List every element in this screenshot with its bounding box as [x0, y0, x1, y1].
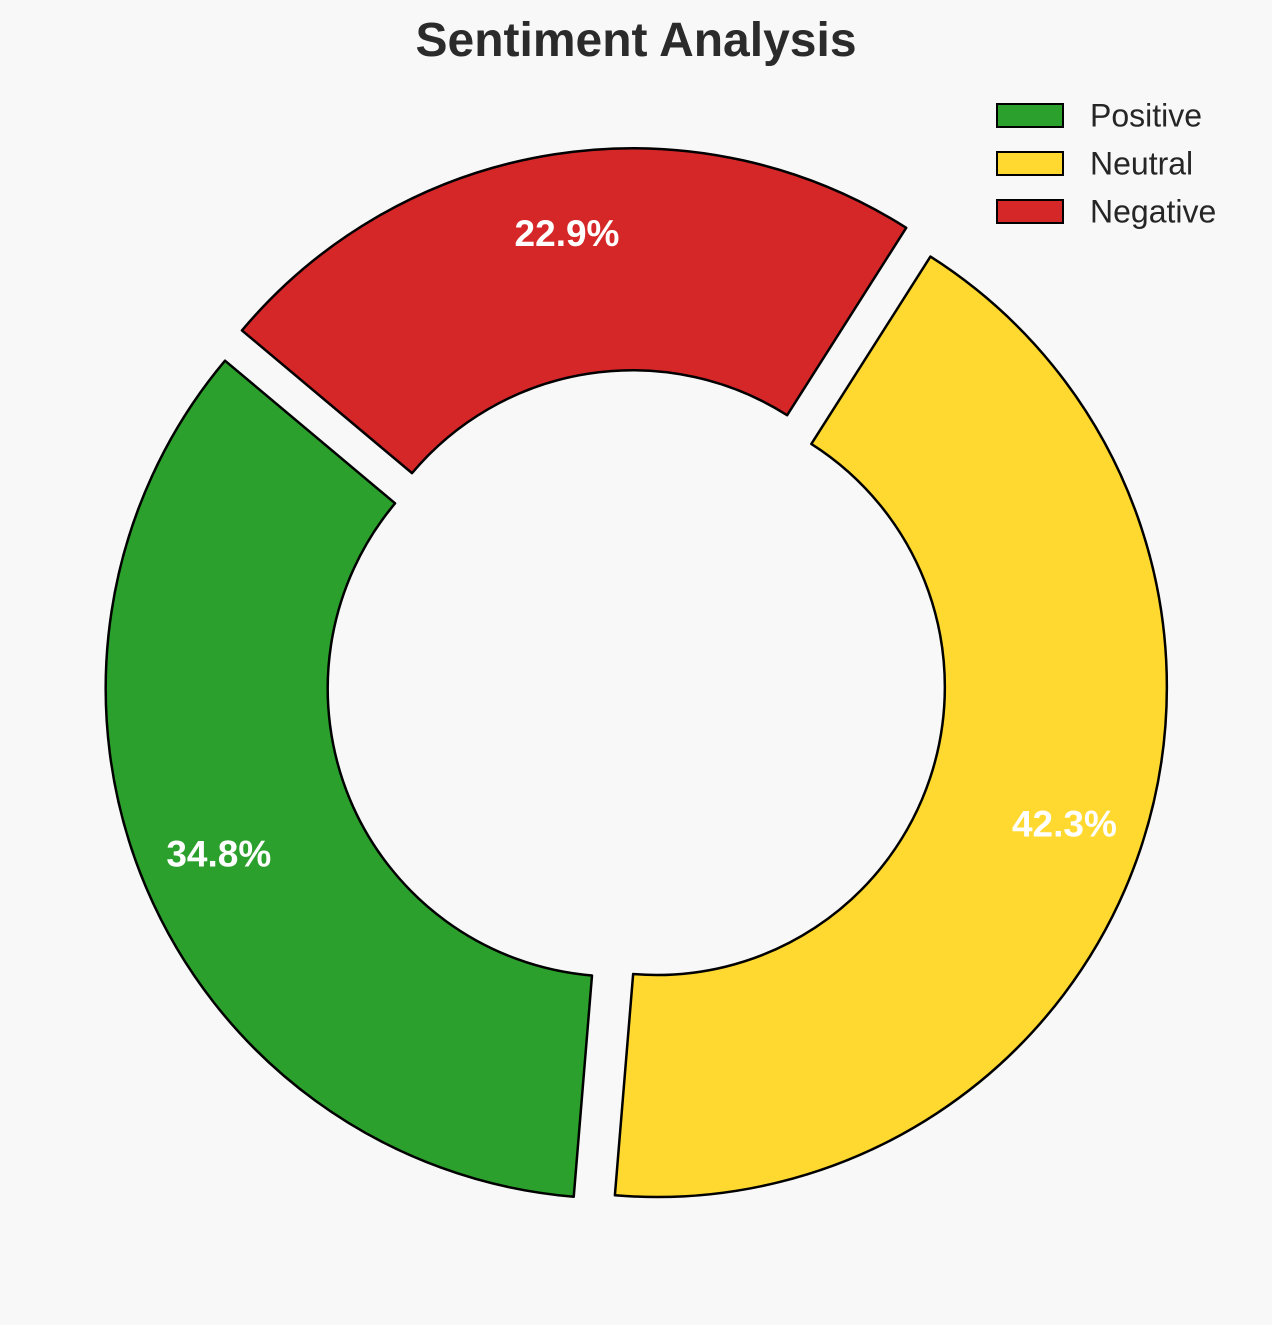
- legend-swatch-negative: [996, 199, 1064, 224]
- legend-label-positive: Positive: [1090, 98, 1202, 134]
- chart-title: Sentiment Analysis: [415, 14, 856, 67]
- slice-negative: [240, 147, 908, 475]
- donut-slices: [104, 147, 1169, 1199]
- legend-swatch-neutral: [996, 151, 1064, 176]
- legend-swatch-positive: [996, 103, 1064, 128]
- legend: Positive Neutral Negative: [996, 98, 1216, 230]
- legend-label-neutral: Neutral: [1090, 146, 1193, 182]
- legend-label-negative: Negative: [1090, 194, 1216, 230]
- slice-neutral: [613, 255, 1169, 1199]
- slice-positive: [104, 359, 594, 1198]
- slice-label-positive: 34.8%: [166, 833, 271, 874]
- slice-label-negative: 22.9%: [515, 213, 620, 254]
- slice-labels: 34.8% 42.3% 22.9%: [166, 213, 1117, 875]
- slice-label-neutral: 42.3%: [1012, 804, 1117, 845]
